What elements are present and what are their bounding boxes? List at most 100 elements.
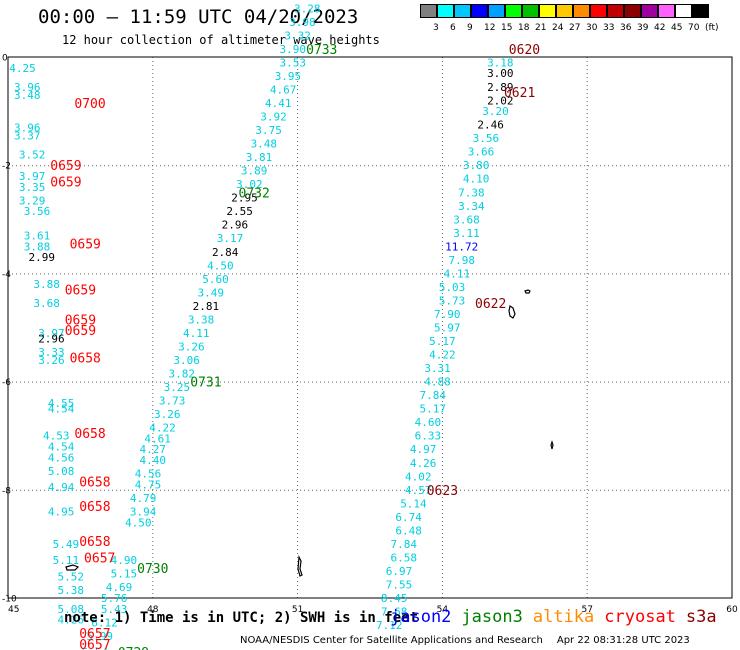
x-tick-label: 45 [8, 605, 19, 615]
legend-jason2: jason2 [390, 607, 451, 627]
pass-time-label: 0658 [70, 351, 101, 366]
wave-height-value: 4.02 [405, 470, 432, 483]
pass-time-label: 0731 [190, 376, 221, 391]
wave-height-value: 5.38 [57, 584, 84, 597]
map-frame [8, 57, 732, 598]
wave-height-value: 3.56 [473, 132, 500, 145]
wave-height-value: 3.73 [159, 395, 186, 408]
pass-time-label: 0732 [239, 186, 270, 201]
wave-height-value: 5.73 [439, 294, 466, 307]
wave-height-value: 3.17 [217, 232, 244, 245]
pass-time-label: 0659 [65, 284, 96, 299]
wave-height-value: 8.45 [381, 592, 408, 605]
wave-height-value: 3.25 [164, 381, 191, 394]
wave-height-value: 2.96 [222, 219, 249, 232]
wave-height-map: 45 48 51 54 57 60 0-2-4-6-8-10 4.253.963.483.… [0, 0, 740, 650]
map-grid [8, 57, 732, 598]
wave-height-value: 4.50 [125, 516, 152, 529]
legend-s3a: s3a [686, 607, 717, 627]
satellite-legend: jason2 jason3 altika cryosat s3a [390, 607, 727, 627]
wave-height-value: 6.97 [386, 565, 413, 578]
wave-height-value: 3.31 [424, 362, 451, 375]
y-tick-label: -2 [2, 162, 11, 172]
pass-time-label: 0622 [475, 297, 506, 312]
wave-height-value: 4.11 [183, 327, 210, 340]
wave-height-value: 3.95 [275, 70, 302, 83]
wave-height-value: 4.95 [48, 505, 75, 518]
wave-height-value: 4.25 [9, 62, 36, 75]
pass-time-label: 0729 [118, 646, 149, 650]
wave-height-value: 3.66 [468, 146, 495, 159]
pass-time-label: 0659 [50, 159, 81, 174]
pass-time-label: 0657 [79, 638, 110, 650]
pass-time-label: 0659 [65, 324, 96, 339]
wave-height-value: 7.84 [391, 538, 418, 551]
wave-height-value: 3.38 [188, 313, 215, 326]
wave-height-value: 3.89 [241, 165, 268, 178]
wave-height-value: 3.75 [255, 124, 282, 137]
wave-height-value: 3.88 [33, 278, 60, 291]
wave-height-value: 4.56 [48, 451, 75, 464]
wave-height-value: 3.98 [289, 16, 316, 29]
credit-text: NOAA/NESDIS Center for Satellite Applica… [240, 635, 543, 646]
wave-height-value: 3.32 [284, 29, 311, 42]
wave-height-value: 7.84 [419, 389, 446, 402]
legend-jason3: jason3 [461, 607, 522, 627]
wave-height-value: 5.17 [429, 335, 456, 348]
wave-height-value: 4.97 [410, 443, 437, 456]
y-tick-label: -6 [2, 378, 11, 388]
wave-height-value: 3.68 [453, 213, 480, 226]
pass-time-label: 0620 [509, 43, 540, 58]
wave-height-value: 3.49 [197, 286, 224, 299]
wave-height-value: 3.48 [14, 89, 41, 102]
wave-height-value: 4.94 [48, 481, 75, 494]
pass-time-label: 0657 [84, 551, 115, 566]
pass-time-label: 0659 [70, 238, 101, 253]
wave-height-value: 7.38 [458, 186, 485, 199]
x-tick-label: 60 [726, 605, 738, 615]
wave-height-value: 11.72 [445, 240, 478, 253]
wave-height-value: 5.52 [57, 570, 84, 583]
wave-height-value: 3.37 [14, 129, 41, 142]
pass-time-label: 0658 [79, 535, 110, 550]
pass-time-label: 0700 [74, 97, 105, 112]
wave-height-value: 3.52 [19, 148, 46, 161]
wave-height-value: 2.46 [477, 119, 504, 132]
wave-height-value: 5.97 [434, 322, 461, 335]
units-note: note: 1) Time is in UTC; 2) SWH is in fe… [64, 610, 418, 626]
footer-credit: NOAA/NESDIS Center for Satellite Applica… [240, 635, 690, 646]
island-outline [509, 306, 515, 318]
wave-height-value: 3.26 [178, 340, 205, 353]
wave-height-value: 5.15 [111, 568, 138, 581]
legend-cryosat: cryosat [604, 607, 676, 627]
wave-height-value: 3.81 [246, 151, 273, 164]
pass-time-label: 0659 [50, 175, 81, 190]
wave-height-value: 4.40 [140, 454, 167, 467]
island-outline [298, 557, 302, 576]
wave-height-value: 2.84 [212, 246, 239, 259]
pass-time-label: 0621 [504, 86, 535, 101]
wave-height-value: 2.55 [226, 205, 253, 218]
wave-height-value: 6.74 [395, 511, 422, 524]
wave-height-value: 3.48 [251, 138, 278, 151]
wave-height-value: 3.90 [280, 43, 307, 56]
wave-height-value: 3.34 [458, 200, 485, 213]
wave-height-value: 4.50 [207, 259, 234, 272]
wave-height-value: 3.35 [19, 181, 46, 194]
wave-height-value: 5.60 [202, 273, 229, 286]
wave-height-value: 2.81 [193, 300, 220, 313]
legend-altika: altika [533, 607, 594, 627]
wave-height-value: 3.92 [260, 111, 287, 124]
pass-time-label: 0658 [79, 500, 110, 515]
wave-height-value: 5.11 [53, 554, 80, 567]
pass-time-label: 0623 [427, 484, 458, 499]
wave-height-value: 3.68 [33, 297, 60, 310]
wave-height-value: 5.14 [400, 497, 427, 510]
wave-height-value: 3.26 [154, 408, 181, 421]
wave-height-value: 3.06 [173, 354, 200, 367]
pass-time-label: 0658 [74, 427, 105, 442]
wave-height-value: 3.56 [24, 205, 51, 218]
wave-height-value: 3.11 [453, 227, 480, 240]
wave-height-value: 6.33 [415, 430, 442, 443]
wave-height-value: 4.88 [424, 376, 451, 389]
